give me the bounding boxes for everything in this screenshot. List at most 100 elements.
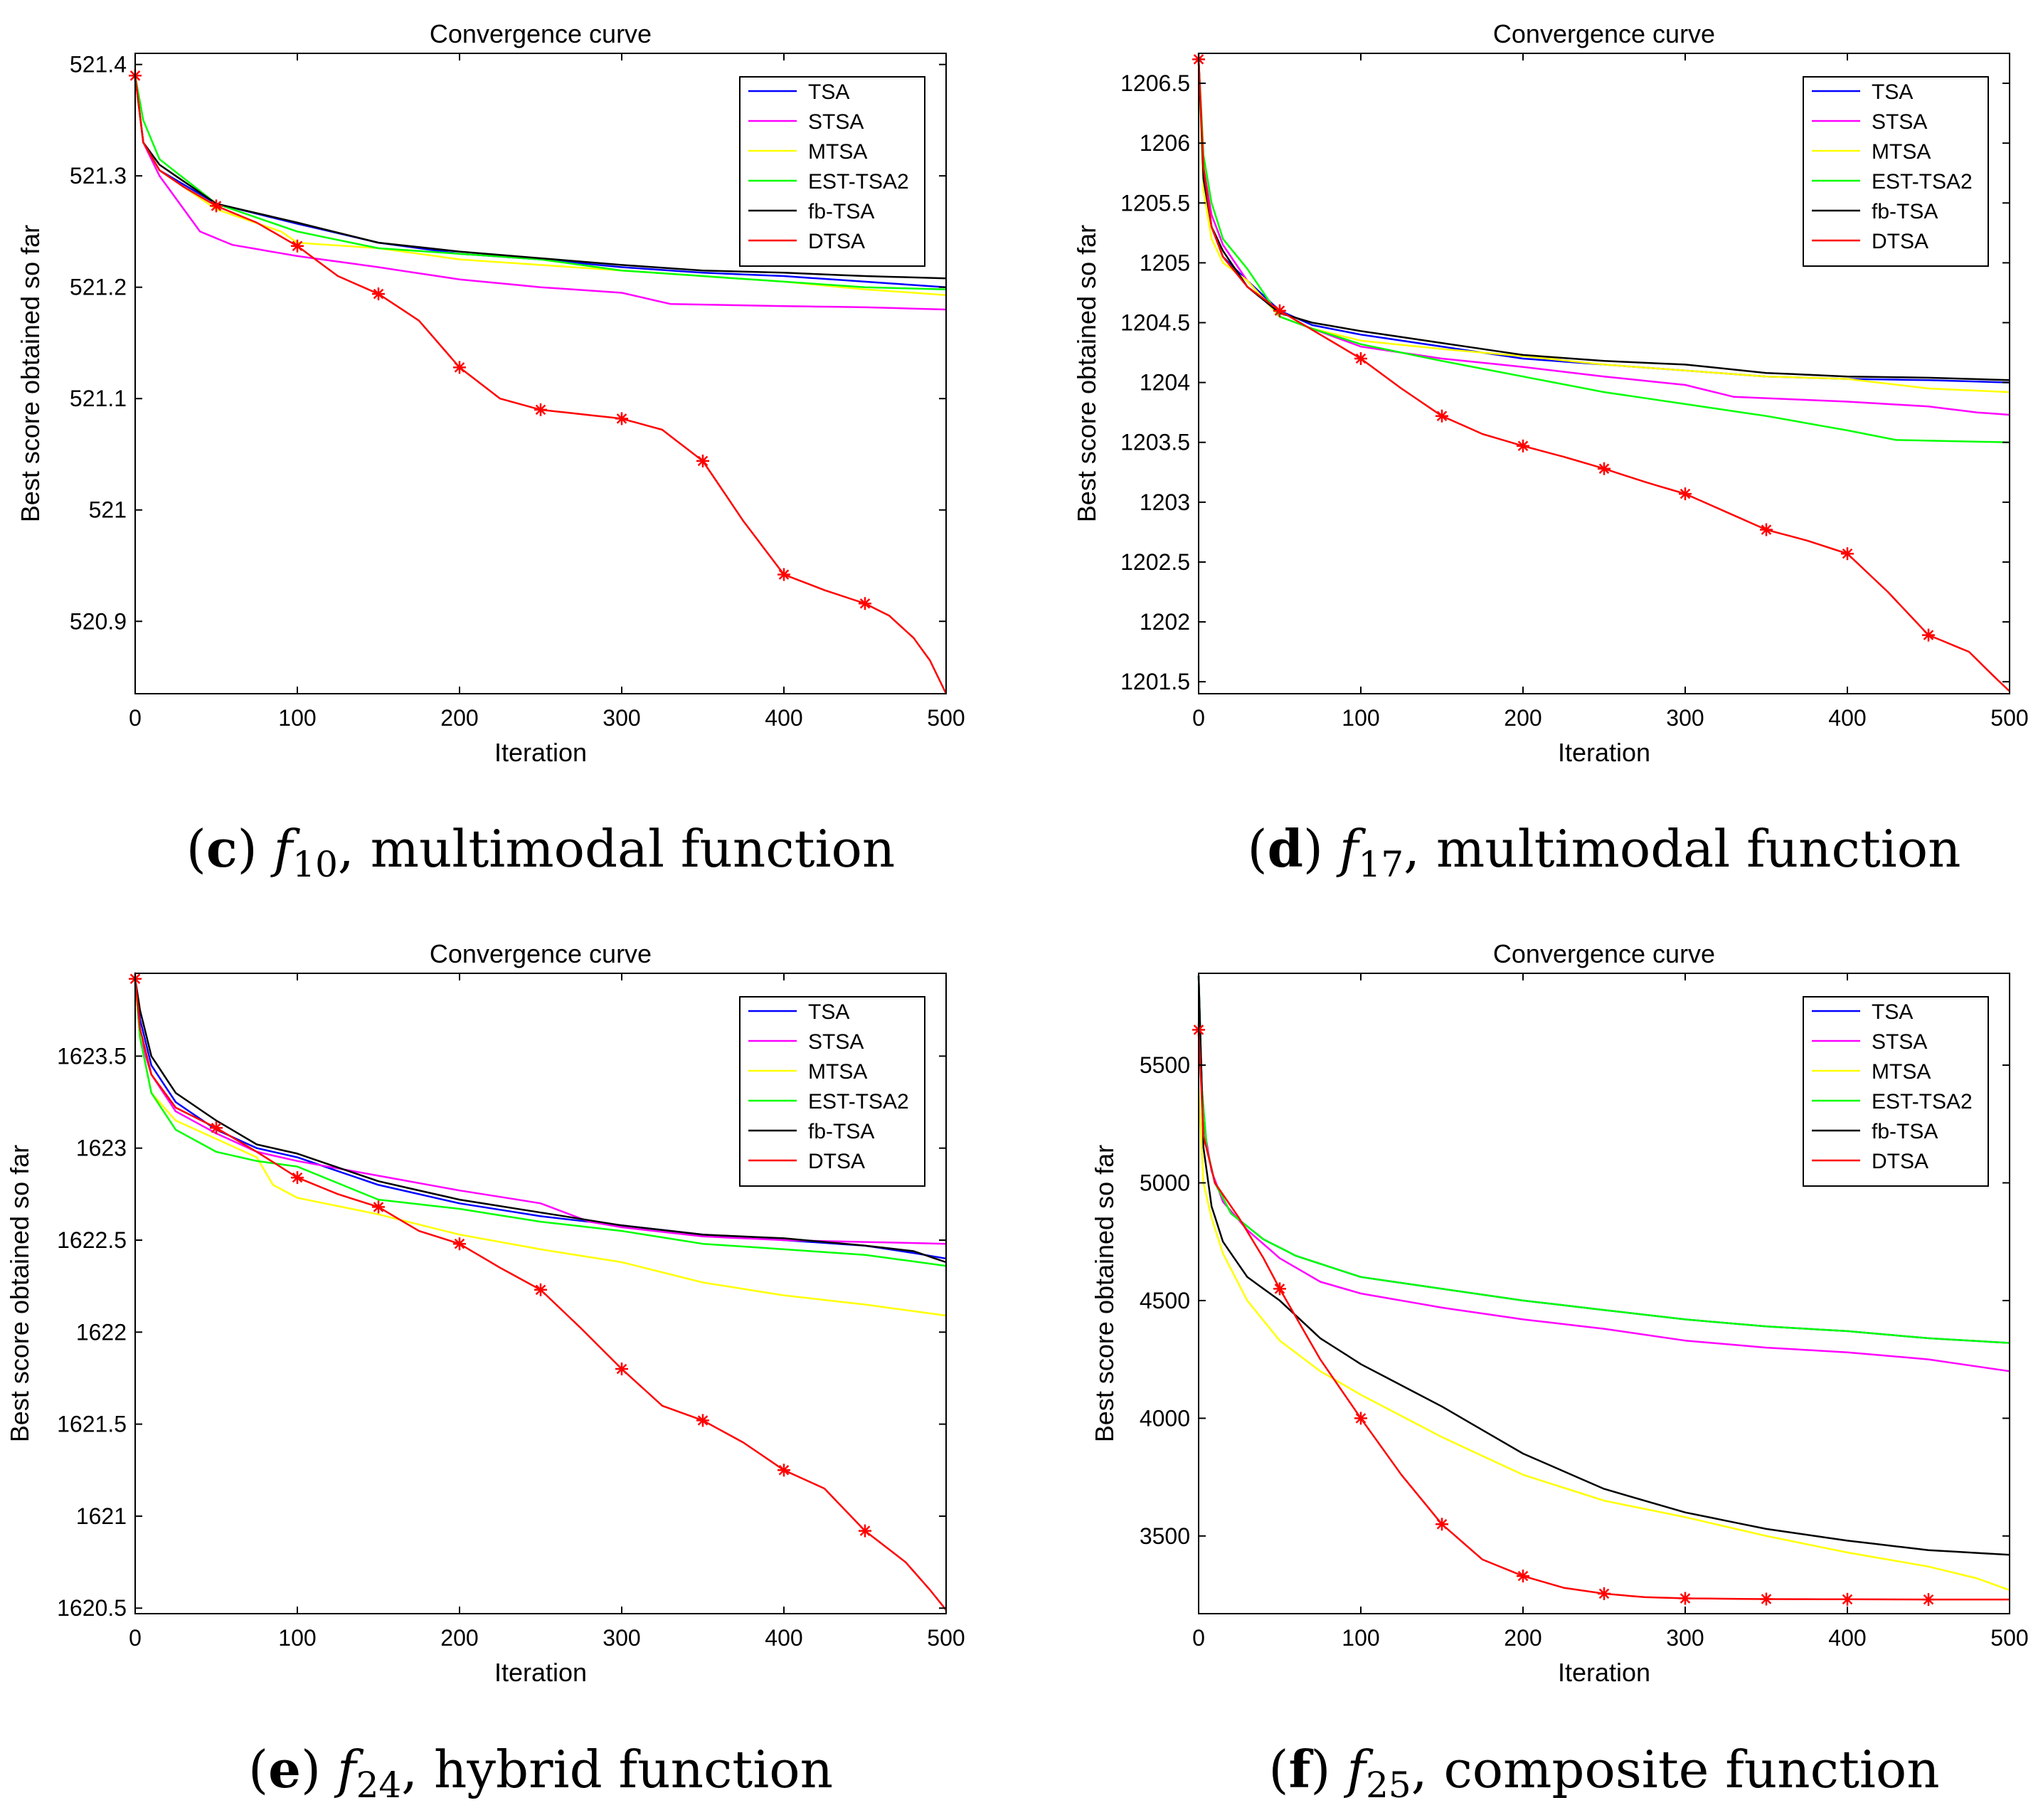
plot-area [134, 53, 947, 694]
legend-entry-dtsa: DTSA [808, 230, 865, 253]
x-tick-label: 100 [1342, 1625, 1379, 1651]
data-point-marker [1436, 409, 1448, 423]
y-tick-label: 3500 [1140, 1523, 1190, 1549]
caption-letter: e [268, 1739, 301, 1799]
x-tick-label: 500 [927, 705, 965, 731]
series-line-stsa [134, 75, 947, 311]
y-tick-label: 1206.5 [1120, 70, 1190, 96]
x-tick-label: 100 [1342, 705, 1379, 731]
x-tick-label: 400 [765, 705, 802, 731]
data-point-marker [1273, 1282, 1286, 1296]
series-line-fb-tsa [134, 75, 947, 280]
x-tick-label: 200 [1504, 1625, 1541, 1651]
legend: TSA STSA MTSA EST-TSA2 fb-TSA DTSA [739, 996, 925, 1187]
data-point-marker [1598, 1587, 1610, 1600]
series-line-fb-tsa [134, 978, 947, 1264]
x-tick-label: 300 [603, 705, 640, 731]
data-point-marker [210, 199, 223, 213]
caption-subscript: 10 [292, 844, 338, 885]
x-tick-label: 400 [1828, 705, 1866, 731]
data-point-marker [1922, 1593, 1935, 1607]
legend: TSA STSA MTSA EST-TSA2 fb-TSA DTSA [739, 76, 925, 267]
legend-box [739, 996, 925, 1187]
legend-box [1803, 76, 1989, 267]
caption-text: , composite function [1411, 1740, 1940, 1799]
data-point-marker [372, 287, 385, 301]
data-point-marker [534, 1283, 547, 1296]
caption-d: (d) f17, multimodal function [1247, 818, 1960, 885]
x-axis-label: Iteration [494, 738, 587, 767]
y-ticks: 3500 4000 4500 5000 5500 [1140, 1052, 2010, 1549]
data-point-marker [696, 1414, 709, 1427]
x-tick-label: 400 [765, 1625, 802, 1651]
chart-title: Convergence curve [1493, 19, 1715, 48]
data-point-marker [778, 568, 790, 581]
chart-title: Convergence curve [1493, 939, 1715, 968]
chart-panel-c: Convergence curve 0 100 200 300 400 500 520.9… [16, 19, 965, 767]
chart-title: Convergence curve [430, 939, 652, 968]
data-point-marker [1354, 352, 1367, 365]
chart-title: Convergence curve [430, 19, 652, 48]
x-tick-label: 0 [1192, 1625, 1205, 1651]
plot-area [1198, 973, 2010, 1614]
legend-box [739, 76, 925, 267]
legend-entry-tsa: TSA [1872, 80, 1913, 104]
caption-text: , hybrid function [401, 1740, 833, 1799]
y-tick-label: 1203.5 [1120, 430, 1190, 455]
data-point-marker [1273, 304, 1286, 317]
legend-box [1803, 996, 1989, 1187]
y-tick-label: 1622 [76, 1319, 127, 1345]
y-axis-label: Best score obtained so far [1072, 225, 1101, 522]
series-layer [129, 972, 947, 1611]
y-tick-label: 4500 [1140, 1288, 1190, 1313]
y-tick-label: 521.4 [70, 52, 127, 78]
data-point-marker [291, 239, 304, 253]
data-point-marker [1598, 462, 1610, 475]
y-tick-label: 521 [89, 497, 127, 523]
chart-panel-d: Convergence curve 0 100 200 300 400 500 1201.… [1072, 19, 2029, 767]
y-tick-label: 1205 [1140, 250, 1190, 275]
y-ticks: 1620.5 1621 1621.5 1622 1622.5 1623 1623.5 [57, 1043, 946, 1621]
data-point-marker [615, 1363, 628, 1375]
legend-entry-est-tsa2: EST-TSA2 [1872, 170, 1973, 194]
data-point-marker [1760, 523, 1773, 536]
data-point-marker [859, 597, 871, 610]
data-point-marker [696, 454, 709, 467]
x-tick-label: 100 [278, 1625, 316, 1651]
legend-entry-stsa: STSA [808, 110, 864, 134]
y-axis-label: Best score obtained so far [1090, 1145, 1119, 1442]
series-line-dtsa [1197, 59, 2010, 692]
x-tick-label: 500 [1990, 1625, 2028, 1651]
y-tick-label: 1204.5 [1120, 310, 1190, 336]
y-tick-label: 1623 [76, 1136, 127, 1161]
x-tick-label: 300 [603, 1625, 640, 1651]
series-layer [129, 69, 948, 694]
data-point-marker [534, 403, 547, 416]
legend-entry-tsa: TSA [1872, 1000, 1913, 1024]
series-line-tsa [134, 978, 947, 1260]
legend-entry-fb-tsa: fb-TSA [808, 1120, 874, 1143]
series-line-stsa [134, 978, 947, 1245]
series-line-est-tsa2 [134, 978, 947, 1267]
y-tick-label: 1202 [1140, 609, 1190, 635]
data-point-marker [1436, 1518, 1448, 1531]
series-line-dtsa [134, 978, 947, 1611]
caption-e: (e) f24, hybrid function [248, 1739, 833, 1806]
legend-entry-dtsa: DTSA [1872, 1150, 1928, 1173]
x-ticks: 0 100 200 300 400 500 [1192, 973, 2029, 1651]
data-point-marker [615, 412, 628, 425]
series-line-est-tsa2 [1197, 59, 2010, 443]
series-line-stsa [1197, 59, 2010, 416]
y-tick-label: 1621.5 [57, 1412, 127, 1437]
y-tick-label: 1206 [1140, 130, 1190, 156]
x-tick-label: 0 [129, 705, 142, 731]
y-tick-label: 1204 [1140, 370, 1190, 396]
y-tick-label: 1623.5 [57, 1043, 127, 1069]
series-line-fb-tsa [1197, 975, 2010, 1556]
series-layer [1192, 53, 2010, 692]
legend-entry-mtsa: MTSA [808, 140, 867, 164]
x-tick-label: 0 [1192, 705, 1205, 731]
data-point-marker [1679, 1592, 1692, 1605]
legend-entry-dtsa: DTSA [1872, 230, 1928, 253]
